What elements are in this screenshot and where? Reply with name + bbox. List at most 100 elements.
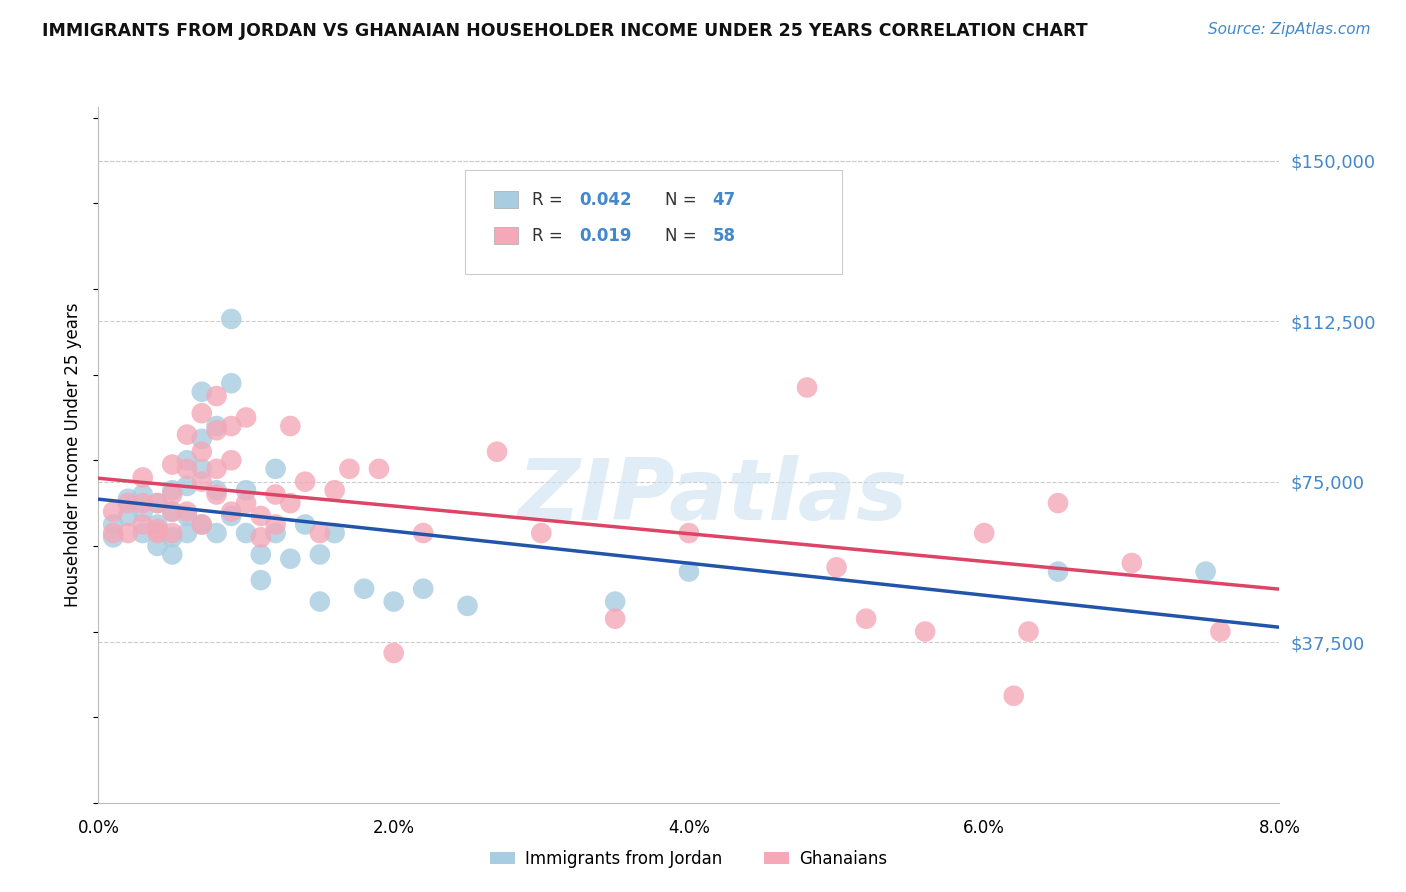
Point — [278, 419, 302, 434]
Point — [337, 462, 360, 476]
Point — [162, 505, 183, 519]
Point — [146, 539, 169, 553]
Point — [103, 530, 125, 544]
Point — [176, 479, 198, 493]
Point — [219, 505, 242, 519]
Point — [162, 526, 183, 541]
Point — [353, 582, 375, 596]
Text: 58: 58 — [713, 227, 735, 244]
Point — [308, 526, 332, 541]
Text: N =: N = — [665, 191, 697, 209]
Text: R =: R = — [531, 191, 562, 209]
Point — [678, 565, 700, 579]
Point — [914, 624, 936, 639]
Point — [103, 526, 125, 541]
Point — [323, 526, 346, 541]
Point — [278, 496, 302, 510]
Point — [1017, 624, 1039, 639]
Point — [117, 496, 139, 510]
Point — [132, 526, 155, 541]
Point — [1046, 496, 1069, 510]
Point — [367, 462, 389, 476]
Point — [825, 560, 848, 574]
Point — [132, 496, 155, 510]
Point — [146, 517, 169, 532]
Point — [456, 599, 478, 613]
Point — [678, 526, 700, 541]
Point — [235, 496, 257, 510]
Point — [176, 505, 198, 519]
Point — [278, 551, 302, 566]
Point — [191, 517, 214, 532]
Point — [176, 453, 198, 467]
Point — [530, 526, 553, 541]
Point — [176, 526, 198, 541]
Point — [117, 508, 139, 523]
Point — [117, 491, 139, 506]
Point — [191, 462, 214, 476]
Point — [219, 312, 242, 326]
Point — [176, 427, 198, 442]
Point — [162, 505, 183, 519]
Point — [205, 389, 228, 403]
Point — [264, 526, 287, 541]
Point — [162, 458, 183, 472]
Point — [191, 517, 214, 532]
Point — [250, 573, 273, 587]
Point — [191, 444, 214, 458]
Point — [294, 475, 316, 489]
Point — [191, 406, 214, 420]
Point — [323, 483, 346, 498]
Text: IMMIGRANTS FROM JORDAN VS GHANAIAN HOUSEHOLDER INCOME UNDER 25 YEARS CORRELATION: IMMIGRANTS FROM JORDAN VS GHANAIAN HOUSE… — [42, 22, 1088, 40]
Point — [205, 419, 228, 434]
Point — [219, 376, 242, 391]
Text: R =: R = — [531, 227, 562, 244]
Point — [205, 423, 228, 437]
Point — [605, 594, 627, 608]
Point — [264, 462, 287, 476]
Point — [1121, 556, 1143, 570]
Point — [264, 517, 287, 532]
Point — [235, 410, 257, 425]
Point — [103, 517, 125, 532]
Point — [308, 594, 332, 608]
Text: 0.042: 0.042 — [579, 191, 631, 209]
Point — [721, 239, 744, 253]
Text: 0.019: 0.019 — [579, 227, 631, 244]
Point — [1209, 624, 1232, 639]
Text: 47: 47 — [713, 191, 735, 209]
Point — [205, 462, 228, 476]
Text: Source: ZipAtlas.com: Source: ZipAtlas.com — [1208, 22, 1371, 37]
Legend: Immigrants from Jordan, Ghanaians: Immigrants from Jordan, Ghanaians — [484, 843, 894, 874]
FancyBboxPatch shape — [464, 169, 842, 274]
Point — [191, 475, 214, 489]
Point — [235, 526, 257, 541]
Point — [250, 530, 273, 544]
Point — [605, 612, 627, 626]
Point — [294, 517, 316, 532]
Point — [146, 496, 169, 510]
Point — [412, 526, 434, 541]
Point — [162, 548, 183, 562]
Point — [146, 522, 169, 536]
Point — [382, 646, 405, 660]
Point — [117, 526, 139, 541]
Point — [176, 508, 198, 523]
Point — [855, 612, 877, 626]
Point — [412, 582, 434, 596]
Point — [308, 548, 332, 562]
Point — [162, 487, 183, 501]
Point — [235, 483, 257, 498]
Point — [205, 487, 228, 501]
Point — [219, 453, 242, 467]
Point — [1194, 565, 1216, 579]
Point — [796, 380, 818, 394]
Point — [162, 483, 183, 498]
Point — [132, 487, 155, 501]
Text: N =: N = — [665, 227, 697, 244]
Point — [205, 526, 228, 541]
Point — [219, 508, 242, 523]
Point — [176, 462, 198, 476]
Point — [219, 419, 242, 434]
Point — [162, 530, 183, 544]
